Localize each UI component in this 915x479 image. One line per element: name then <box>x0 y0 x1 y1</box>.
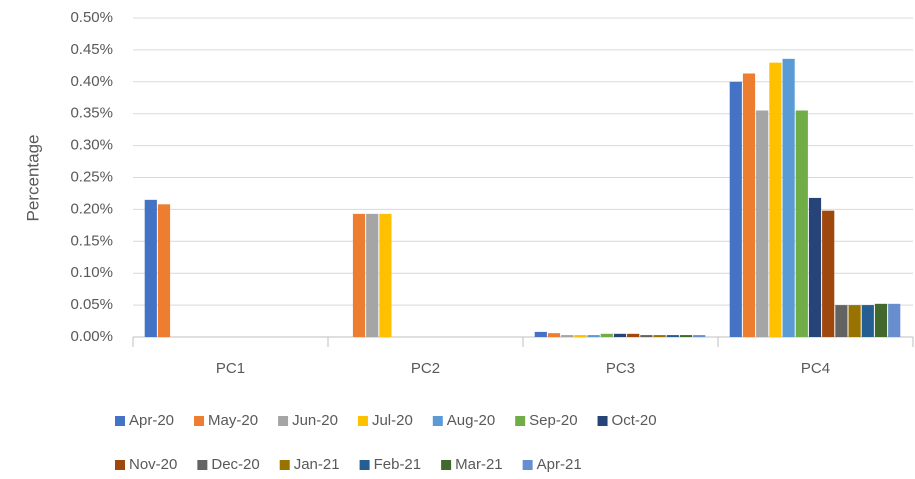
legend-swatch <box>359 460 370 470</box>
legend-swatch <box>597 416 608 426</box>
legend-label: Apr-21 <box>537 456 582 473</box>
y-tick-label: 0.10% <box>70 264 113 281</box>
bar <box>835 305 848 337</box>
y-tick-label: 0.05% <box>70 296 113 313</box>
y-tick-label: 0.30% <box>70 137 113 154</box>
bar <box>561 335 574 337</box>
x-tick-label: PC3 <box>606 360 635 377</box>
legend-swatch <box>279 460 290 470</box>
bar <box>729 81 742 337</box>
bar <box>379 213 392 337</box>
bar <box>822 210 835 337</box>
legend-label: Oct-20 <box>612 412 657 429</box>
bar <box>888 303 901 337</box>
x-tick-label: PC1 <box>216 360 245 377</box>
bar <box>627 333 640 337</box>
bar <box>693 335 706 337</box>
y-tick-label: 0.00% <box>70 328 113 345</box>
legend-swatch <box>278 416 289 426</box>
y-tick-label: 0.40% <box>70 73 113 90</box>
bar <box>679 335 693 337</box>
y-tick-label: 0.25% <box>70 168 113 185</box>
bar <box>144 199 157 337</box>
legend-label: May-20 <box>208 412 258 429</box>
legend-label: Jun-20 <box>292 412 338 429</box>
bar <box>742 73 756 338</box>
bar <box>861 305 874 337</box>
bar <box>547 333 561 337</box>
legend-label: Jul-20 <box>372 412 413 429</box>
bar <box>366 213 379 337</box>
legend-label: Nov-20 <box>129 456 177 473</box>
bar <box>795 110 808 337</box>
bar <box>848 305 861 337</box>
legend-label: Aug-20 <box>447 412 495 429</box>
legend-label: Sep-20 <box>529 412 577 429</box>
y-tick-label: 0.15% <box>70 232 113 249</box>
x-tick-label: PC4 <box>801 360 830 377</box>
x-tick-label: PC2 <box>411 360 440 377</box>
legend-label: Mar-21 <box>455 456 503 473</box>
bar <box>640 335 653 337</box>
y-tick-label: 0.20% <box>70 200 113 217</box>
y-tick-label: 0.45% <box>70 41 113 58</box>
y-axis-label: Percentage <box>23 135 42 222</box>
y-tick-label: 0.35% <box>70 105 113 122</box>
legend-label: Dec-20 <box>211 456 259 473</box>
bar <box>874 303 888 337</box>
legend-swatch <box>115 416 125 426</box>
legend-label: Jan-21 <box>294 456 340 473</box>
bar <box>157 204 171 337</box>
legend-swatch <box>522 460 533 470</box>
legend-swatch <box>515 416 526 426</box>
bar <box>769 62 782 337</box>
bar <box>653 335 666 337</box>
bar <box>808 197 822 337</box>
bar <box>782 58 795 337</box>
legend-swatch <box>441 460 452 470</box>
legend-swatch <box>197 460 208 470</box>
legend-swatch <box>115 460 125 470</box>
legend-label: Feb-21 <box>374 456 422 473</box>
bar <box>574 335 587 337</box>
bar <box>613 333 627 337</box>
bar <box>756 110 769 337</box>
legend-swatch <box>357 416 368 426</box>
bar <box>587 335 600 337</box>
bar <box>600 333 613 337</box>
y-tick-label: 0.50% <box>70 9 113 26</box>
legend-swatch <box>194 416 205 426</box>
bar <box>534 331 547 337</box>
legend-label: Apr-20 <box>129 412 174 429</box>
legend-swatch <box>432 416 443 426</box>
bar <box>352 213 366 337</box>
bar <box>666 335 679 337</box>
